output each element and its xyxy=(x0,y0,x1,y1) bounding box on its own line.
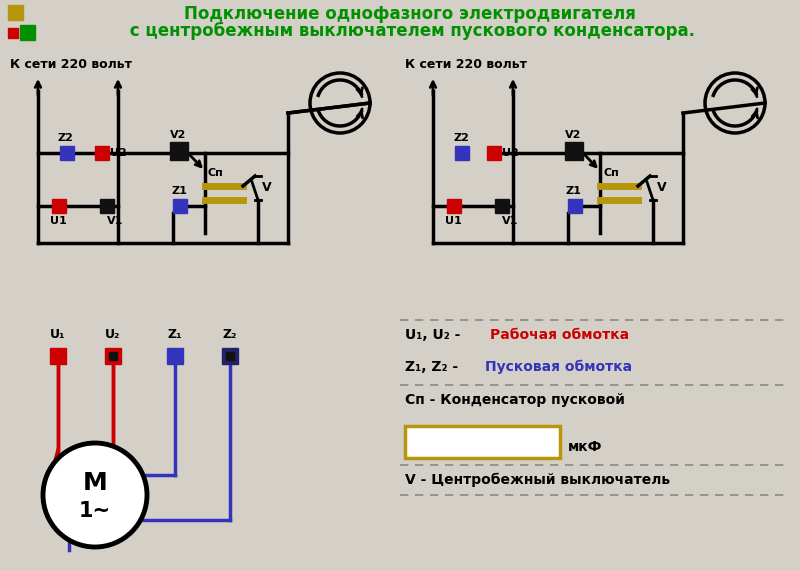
Bar xyxy=(8,5,23,20)
Text: U2: U2 xyxy=(110,148,126,158)
Text: Z2: Z2 xyxy=(58,133,74,143)
Text: V: V xyxy=(262,181,272,194)
Text: Сп: Сп xyxy=(603,168,618,178)
Bar xyxy=(495,199,509,213)
Text: U1: U1 xyxy=(445,216,462,226)
Text: Сп: Сп xyxy=(208,168,224,178)
Text: U₂: U₂ xyxy=(106,328,121,341)
Circle shape xyxy=(43,443,147,547)
Text: V1: V1 xyxy=(502,216,518,226)
Bar xyxy=(173,199,187,213)
Bar xyxy=(170,142,188,160)
Text: V: V xyxy=(657,181,666,194)
Text: Пусковая обмотка: Пусковая обмотка xyxy=(485,360,632,374)
Bar xyxy=(447,199,461,213)
Bar xyxy=(109,352,117,360)
Bar xyxy=(20,25,35,40)
Bar xyxy=(105,348,121,364)
Text: U1: U1 xyxy=(50,216,66,226)
Bar xyxy=(405,426,560,458)
Bar xyxy=(50,348,66,364)
Text: M: M xyxy=(82,471,107,495)
Text: Z₂: Z₂ xyxy=(222,328,238,341)
Text: мкФ: мкФ xyxy=(568,440,602,454)
Text: V1: V1 xyxy=(107,216,123,226)
Text: Z2: Z2 xyxy=(453,133,469,143)
Bar xyxy=(222,348,238,364)
Bar xyxy=(60,146,74,160)
Bar xyxy=(52,199,66,213)
Text: Сп - Конденсатор пусковой: Сп - Конденсатор пусковой xyxy=(405,393,625,407)
Bar xyxy=(565,142,583,160)
Bar xyxy=(455,146,469,160)
Text: U₁: U₁ xyxy=(50,328,66,341)
Text: с центробежным выключателем пускового конденсатора.: с центробежным выключателем пускового ко… xyxy=(125,22,695,40)
Text: К сети 220 вольт: К сети 220 вольт xyxy=(405,58,527,71)
Text: U2: U2 xyxy=(502,148,518,158)
Text: V2: V2 xyxy=(565,130,582,140)
Text: Z₁, Z₂ -: Z₁, Z₂ - xyxy=(405,360,463,374)
Bar xyxy=(568,199,582,213)
Text: Z₁: Z₁ xyxy=(168,328,182,341)
Text: Z1: Z1 xyxy=(171,186,187,196)
Text: V2: V2 xyxy=(170,130,186,140)
Bar xyxy=(226,352,234,360)
Text: U₁, U₂ -: U₁, U₂ - xyxy=(405,328,466,342)
Text: Подключение однофазного электродвигателя: Подключение однофазного электродвигателя xyxy=(184,5,636,23)
Bar xyxy=(95,146,109,160)
Bar xyxy=(8,28,18,38)
Bar xyxy=(100,199,114,213)
Text: 1~: 1~ xyxy=(79,501,111,521)
Bar xyxy=(487,146,501,160)
Bar xyxy=(167,348,183,364)
Text: К сети 220 вольт: К сети 220 вольт xyxy=(10,58,132,71)
Text: Z1: Z1 xyxy=(566,186,582,196)
Text: V - Центробежный выключатель: V - Центробежный выключатель xyxy=(405,473,670,487)
Text: Рабочая обмотка: Рабочая обмотка xyxy=(490,328,629,342)
